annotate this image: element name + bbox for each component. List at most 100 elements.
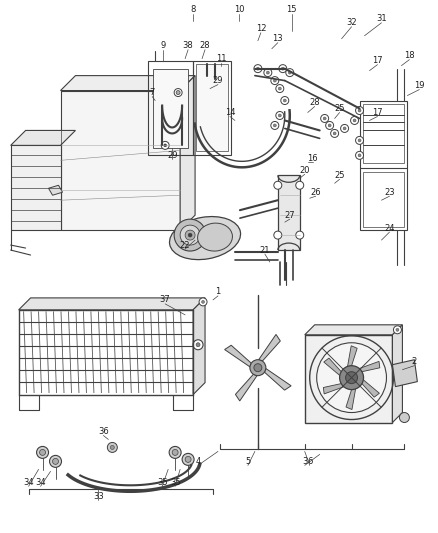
Polygon shape — [236, 374, 257, 401]
Circle shape — [317, 343, 386, 413]
Polygon shape — [323, 383, 346, 394]
Circle shape — [343, 127, 346, 130]
Text: 20: 20 — [300, 166, 310, 175]
Text: 17: 17 — [372, 56, 383, 65]
Text: 33: 33 — [93, 492, 104, 501]
Circle shape — [110, 446, 114, 449]
Bar — [193, 61, 231, 155]
Bar — [363, 103, 404, 163]
Circle shape — [353, 119, 356, 122]
Text: 35: 35 — [157, 478, 167, 487]
Circle shape — [328, 124, 331, 127]
Circle shape — [174, 88, 182, 96]
Text: 36: 36 — [98, 427, 109, 436]
Circle shape — [281, 67, 284, 70]
Circle shape — [358, 139, 361, 142]
Circle shape — [276, 85, 284, 93]
Text: 34: 34 — [35, 478, 46, 487]
Text: 1: 1 — [215, 287, 221, 296]
Circle shape — [296, 181, 304, 189]
Circle shape — [358, 154, 361, 157]
Circle shape — [278, 87, 281, 90]
Text: 34: 34 — [23, 478, 34, 487]
Circle shape — [350, 117, 359, 124]
Circle shape — [53, 458, 59, 464]
Circle shape — [271, 77, 279, 85]
Circle shape — [356, 136, 364, 144]
Text: 18: 18 — [404, 51, 415, 60]
Text: 21: 21 — [260, 246, 270, 255]
Bar — [278, 175, 300, 250]
Circle shape — [185, 230, 195, 240]
Circle shape — [271, 122, 279, 130]
Text: 13: 13 — [272, 34, 283, 43]
Bar — [360, 101, 407, 230]
Polygon shape — [347, 346, 357, 369]
Text: 26: 26 — [311, 188, 321, 197]
Circle shape — [37, 447, 49, 458]
Circle shape — [278, 114, 281, 117]
Ellipse shape — [198, 223, 233, 251]
Circle shape — [358, 109, 361, 112]
Polygon shape — [305, 325, 403, 335]
Text: 6: 6 — [307, 457, 312, 466]
Circle shape — [274, 181, 282, 189]
Text: 7: 7 — [149, 88, 155, 97]
Circle shape — [174, 219, 206, 251]
Circle shape — [188, 233, 192, 237]
Polygon shape — [392, 325, 403, 423]
Circle shape — [49, 455, 61, 467]
Polygon shape — [346, 386, 356, 409]
Circle shape — [331, 130, 339, 138]
Circle shape — [288, 71, 291, 74]
Circle shape — [356, 107, 364, 115]
Bar — [363, 172, 404, 227]
Text: 25: 25 — [334, 104, 345, 113]
Text: 8: 8 — [191, 5, 196, 14]
Bar — [305, 335, 392, 423]
Text: 24: 24 — [384, 224, 395, 232]
Circle shape — [321, 115, 328, 123]
Text: 12: 12 — [256, 25, 266, 33]
Polygon shape — [11, 131, 75, 146]
Text: 38: 38 — [183, 41, 194, 50]
Text: 28: 28 — [309, 98, 320, 107]
Circle shape — [250, 360, 266, 376]
Text: 14: 14 — [225, 108, 235, 117]
Circle shape — [393, 326, 401, 334]
Circle shape — [161, 141, 169, 149]
Text: 2: 2 — [412, 357, 417, 366]
Ellipse shape — [170, 216, 240, 260]
Text: 37: 37 — [160, 295, 170, 304]
Circle shape — [264, 69, 272, 77]
Circle shape — [107, 442, 117, 453]
Text: 27: 27 — [284, 211, 295, 220]
Polygon shape — [180, 76, 195, 230]
Polygon shape — [60, 76, 195, 91]
Text: 10: 10 — [234, 5, 244, 14]
Text: 23: 23 — [384, 188, 395, 197]
Polygon shape — [11, 146, 60, 230]
Polygon shape — [193, 298, 205, 394]
Circle shape — [399, 413, 410, 423]
Circle shape — [283, 99, 286, 102]
Circle shape — [296, 231, 304, 239]
Text: 32: 32 — [346, 18, 357, 27]
Polygon shape — [19, 298, 205, 310]
Text: 29: 29 — [167, 151, 177, 160]
Circle shape — [276, 111, 284, 119]
Circle shape — [346, 372, 357, 384]
Circle shape — [281, 96, 289, 104]
Polygon shape — [392, 360, 417, 386]
Circle shape — [199, 298, 207, 306]
Text: 31: 31 — [376, 14, 387, 23]
Circle shape — [196, 343, 200, 347]
Text: 11: 11 — [216, 54, 226, 63]
Text: 28: 28 — [200, 41, 210, 50]
Circle shape — [273, 79, 276, 82]
Bar — [153, 69, 188, 148]
Circle shape — [172, 449, 178, 455]
Text: 19: 19 — [414, 81, 424, 90]
Circle shape — [356, 151, 364, 159]
Circle shape — [286, 69, 294, 77]
